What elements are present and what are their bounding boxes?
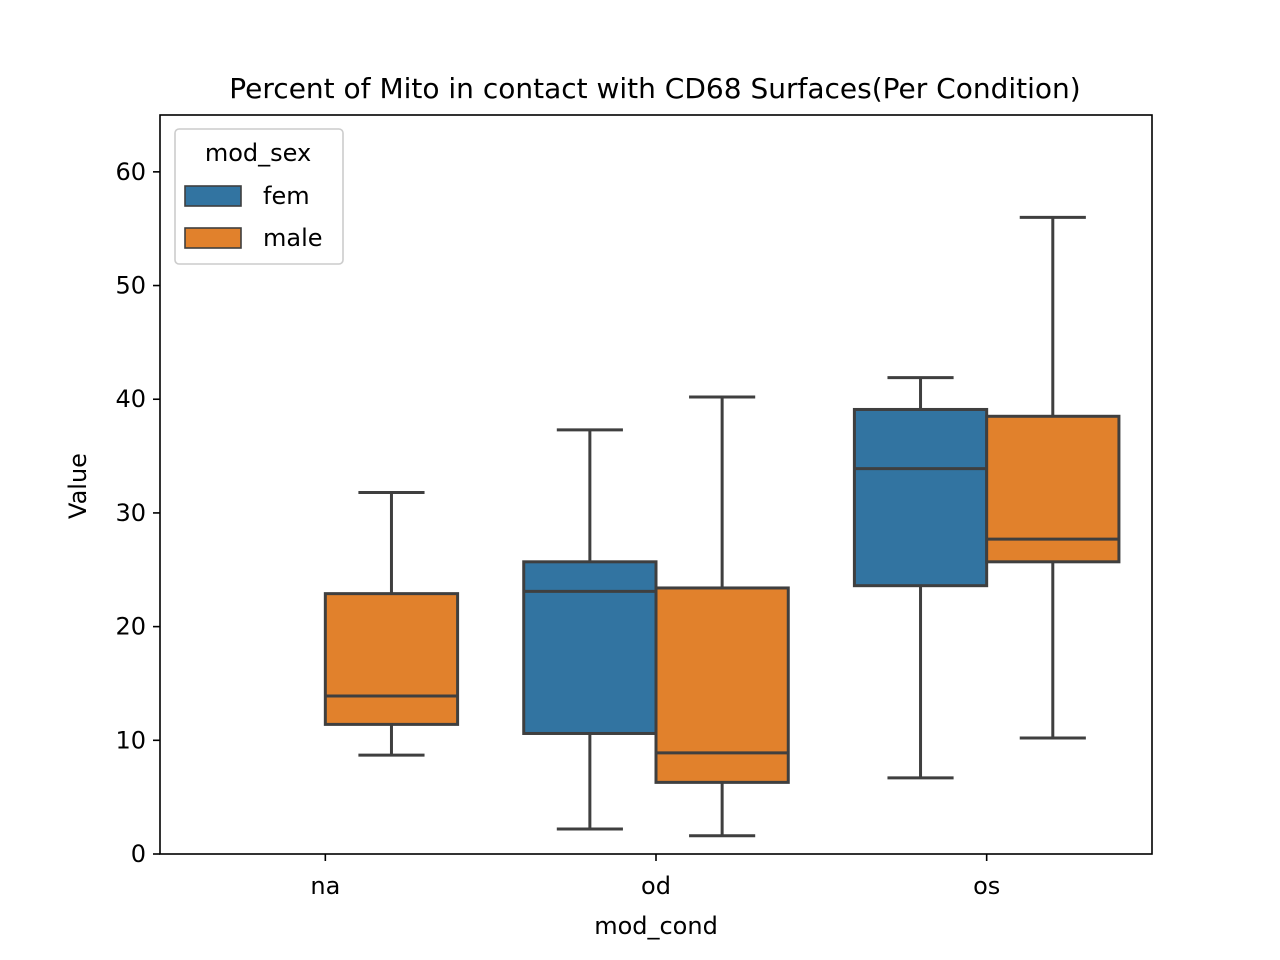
chart-title: Percent of Mito in contact with CD68 Sur… — [229, 72, 1080, 105]
x-axis: na od os — [310, 854, 1000, 900]
x-tick-label: od — [641, 872, 671, 900]
y-tick-label: 50 — [115, 272, 146, 300]
legend-swatch-male — [184, 227, 242, 249]
box-male-od — [654, 395, 790, 838]
iqr-box — [323, 592, 460, 726]
y-axis-label: Value — [64, 453, 92, 519]
y-tick-label: 20 — [115, 613, 146, 641]
x-axis-label: mod_cond — [594, 912, 718, 940]
legend-title: mod_sex — [205, 139, 311, 167]
box-male-na — [323, 490, 460, 757]
legend-label-fem: fem — [263, 182, 310, 210]
y-tick-label: 0 — [131, 840, 146, 868]
iqr-box — [852, 407, 989, 588]
iqr-box — [985, 414, 1121, 564]
y-tick-label: 10 — [115, 726, 146, 754]
legend: mod_sex fem male — [174, 128, 344, 265]
y-tick-label: 30 — [115, 499, 146, 527]
x-tick-label: na — [310, 872, 340, 900]
x-tick-label: os — [973, 872, 1000, 900]
iqr-box — [654, 586, 790, 784]
y-tick-label: 60 — [115, 158, 146, 186]
plot-area — [323, 215, 1121, 838]
y-tick-label: 40 — [115, 385, 146, 413]
box-fem-od — [522, 428, 658, 831]
y-axis: 0 10 20 30 40 50 60 — [115, 158, 160, 868]
box-fem-os — [852, 376, 989, 780]
iqr-box — [522, 560, 658, 735]
legend-label-male: male — [263, 224, 323, 252]
box-male-os — [985, 215, 1121, 740]
legend-swatch-fem — [184, 185, 242, 207]
